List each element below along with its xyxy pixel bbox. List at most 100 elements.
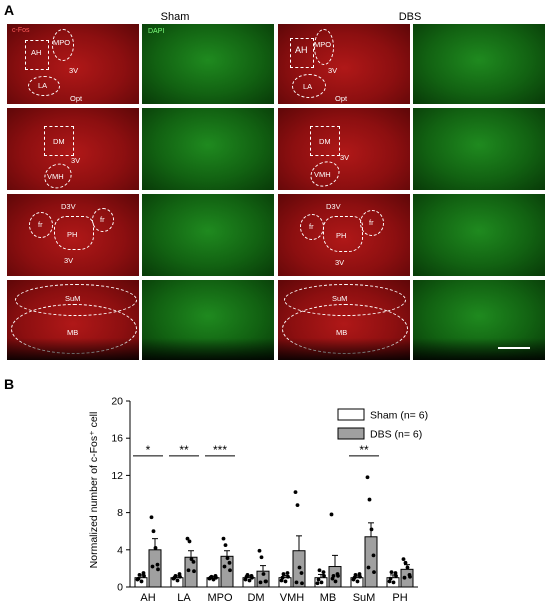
- sham-cfos-row4: SuM MB: [7, 280, 139, 360]
- point-dbs-mpo: [228, 568, 232, 573]
- point-dbs-ph: [402, 575, 407, 580]
- sham-dapi-row1: DAPI: [142, 24, 274, 104]
- point-dbs-mpo: [222, 564, 227, 569]
- x-tick-label: DM: [247, 592, 264, 604]
- region-label-d3v: D3V: [326, 202, 341, 211]
- region-label-opt: Opt: [335, 94, 348, 103]
- point-sham-mb: [316, 577, 321, 582]
- point-sham-mb: [317, 568, 322, 573]
- bar-sham-la: [170, 577, 184, 588]
- x-tick-label: AH: [140, 592, 155, 604]
- point-sham-la: [175, 578, 180, 583]
- dbs-cfos-row4: SuM MB: [278, 280, 410, 360]
- region-label-3v: 3V: [69, 66, 79, 75]
- x-tick-label: MB: [320, 592, 337, 604]
- region-label-ah: AH: [295, 45, 308, 55]
- x-tick-label: SuM: [353, 592, 376, 604]
- point-dbs-ah: [149, 515, 154, 520]
- y-tick-label: 0: [117, 582, 123, 594]
- point-dbs-la: [189, 557, 194, 561]
- region-label-mpo: MPO: [314, 40, 332, 49]
- point-dbs-ah: [151, 529, 156, 534]
- point-dbs-ah: [150, 564, 155, 569]
- region-label-3v: 3V: [71, 156, 81, 165]
- sham-dapi-row2: [142, 108, 274, 190]
- point-dbs-la: [192, 569, 196, 574]
- point-dbs-sum: [366, 565, 371, 570]
- region-label-3v: 3V: [335, 258, 345, 267]
- x-tick-label: VMH: [280, 592, 305, 604]
- point-dbs-mpo: [223, 543, 228, 548]
- dbs-cfos-row1: AH MPO LA 3V Opt: [278, 24, 410, 104]
- x-tick-label: PH: [392, 592, 407, 604]
- point-dbs-vmh: [295, 503, 300, 508]
- point-dbs-vmh: [299, 571, 304, 575]
- dbs-dapi-row4: [413, 280, 545, 360]
- point-sham-sum: [355, 579, 360, 584]
- point-dbs-la: [191, 559, 196, 564]
- significance-label: ***: [213, 443, 227, 457]
- point-dbs-ah: [156, 567, 160, 572]
- point-dbs-dm: [257, 548, 262, 553]
- roi-dm: [44, 126, 74, 156]
- point-dbs-sum: [372, 570, 376, 575]
- dbs-dapi-row3: [413, 194, 545, 276]
- point-dbs-mb: [329, 512, 334, 517]
- point-dbs-sum: [371, 553, 376, 558]
- legend-label: Sham (n= 6): [370, 410, 428, 422]
- sham-group-title: Sham: [160, 11, 190, 23]
- dbs-cfos-row2: DM 3V VMH: [278, 108, 410, 190]
- significance-label: *: [146, 443, 151, 457]
- point-sham-mb: [319, 580, 324, 585]
- significance-label: **: [359, 443, 369, 457]
- point-dbs-dm: [258, 580, 263, 585]
- roi-mpo: [52, 29, 74, 61]
- point-sham-vmh: [283, 579, 288, 584]
- chart-error-bars: [138, 522, 410, 578]
- point-dbs-ph: [403, 560, 408, 565]
- sham-cfos-row2: DM 3V VMH: [7, 108, 139, 190]
- point-dbs-mpo: [225, 556, 230, 561]
- point-dbs-la: [187, 539, 192, 544]
- region-label-dm: DM: [319, 137, 331, 146]
- legend-label: DBS (n= 6): [370, 429, 422, 441]
- point-sham-ah: [139, 579, 144, 584]
- region-label-la: LA: [38, 81, 48, 90]
- point-sham-ah: [136, 576, 141, 581]
- dapi-channel-label: DAPI: [148, 28, 165, 35]
- point-dbs-vmh: [300, 581, 304, 586]
- panel-b-label: B: [4, 376, 15, 392]
- dbs-group-title: DBS: [398, 11, 422, 23]
- point-sham-vmh: [285, 571, 290, 575]
- point-sham-mb: [315, 581, 320, 586]
- legend-swatch: [337, 408, 365, 421]
- region-label-vmh: VMH: [314, 170, 331, 179]
- region-label-mb: MB: [67, 328, 79, 337]
- roi-la: [28, 76, 60, 96]
- point-sham-ph: [391, 580, 396, 585]
- y-tick-label: 20: [111, 396, 123, 408]
- region-label-ph: PH: [336, 231, 347, 240]
- chart-legend: Sham (n= 6) DBS (n= 6): [337, 408, 428, 441]
- region-label-ph: PH: [67, 230, 78, 239]
- roi-mpo: [314, 29, 334, 65]
- region-label-vmh: VMH: [47, 172, 64, 181]
- y-tick-label: 12: [111, 470, 123, 482]
- roi-ah: [25, 40, 49, 70]
- roi-ah: [290, 38, 314, 68]
- region-label-fr-right: fr: [100, 215, 105, 224]
- y-axis-label: Normalized number of c-Fos⁺ cell: [88, 412, 100, 569]
- roi-fr-left: [29, 212, 53, 238]
- region-label-ah: AH: [31, 48, 42, 57]
- roi-dm: [310, 126, 340, 156]
- dbs-dapi-row1: [413, 24, 545, 104]
- region-label-dm: DM: [53, 137, 65, 146]
- region-label-opt: Opt: [70, 94, 83, 103]
- region-label-la: LA: [303, 82, 313, 91]
- point-dbs-sum: [367, 497, 372, 502]
- point-dbs-ph: [401, 557, 406, 561]
- point-sham-la: [172, 575, 177, 580]
- point-dbs-mb: [336, 573, 340, 578]
- point-dbs-mb: [333, 579, 338, 584]
